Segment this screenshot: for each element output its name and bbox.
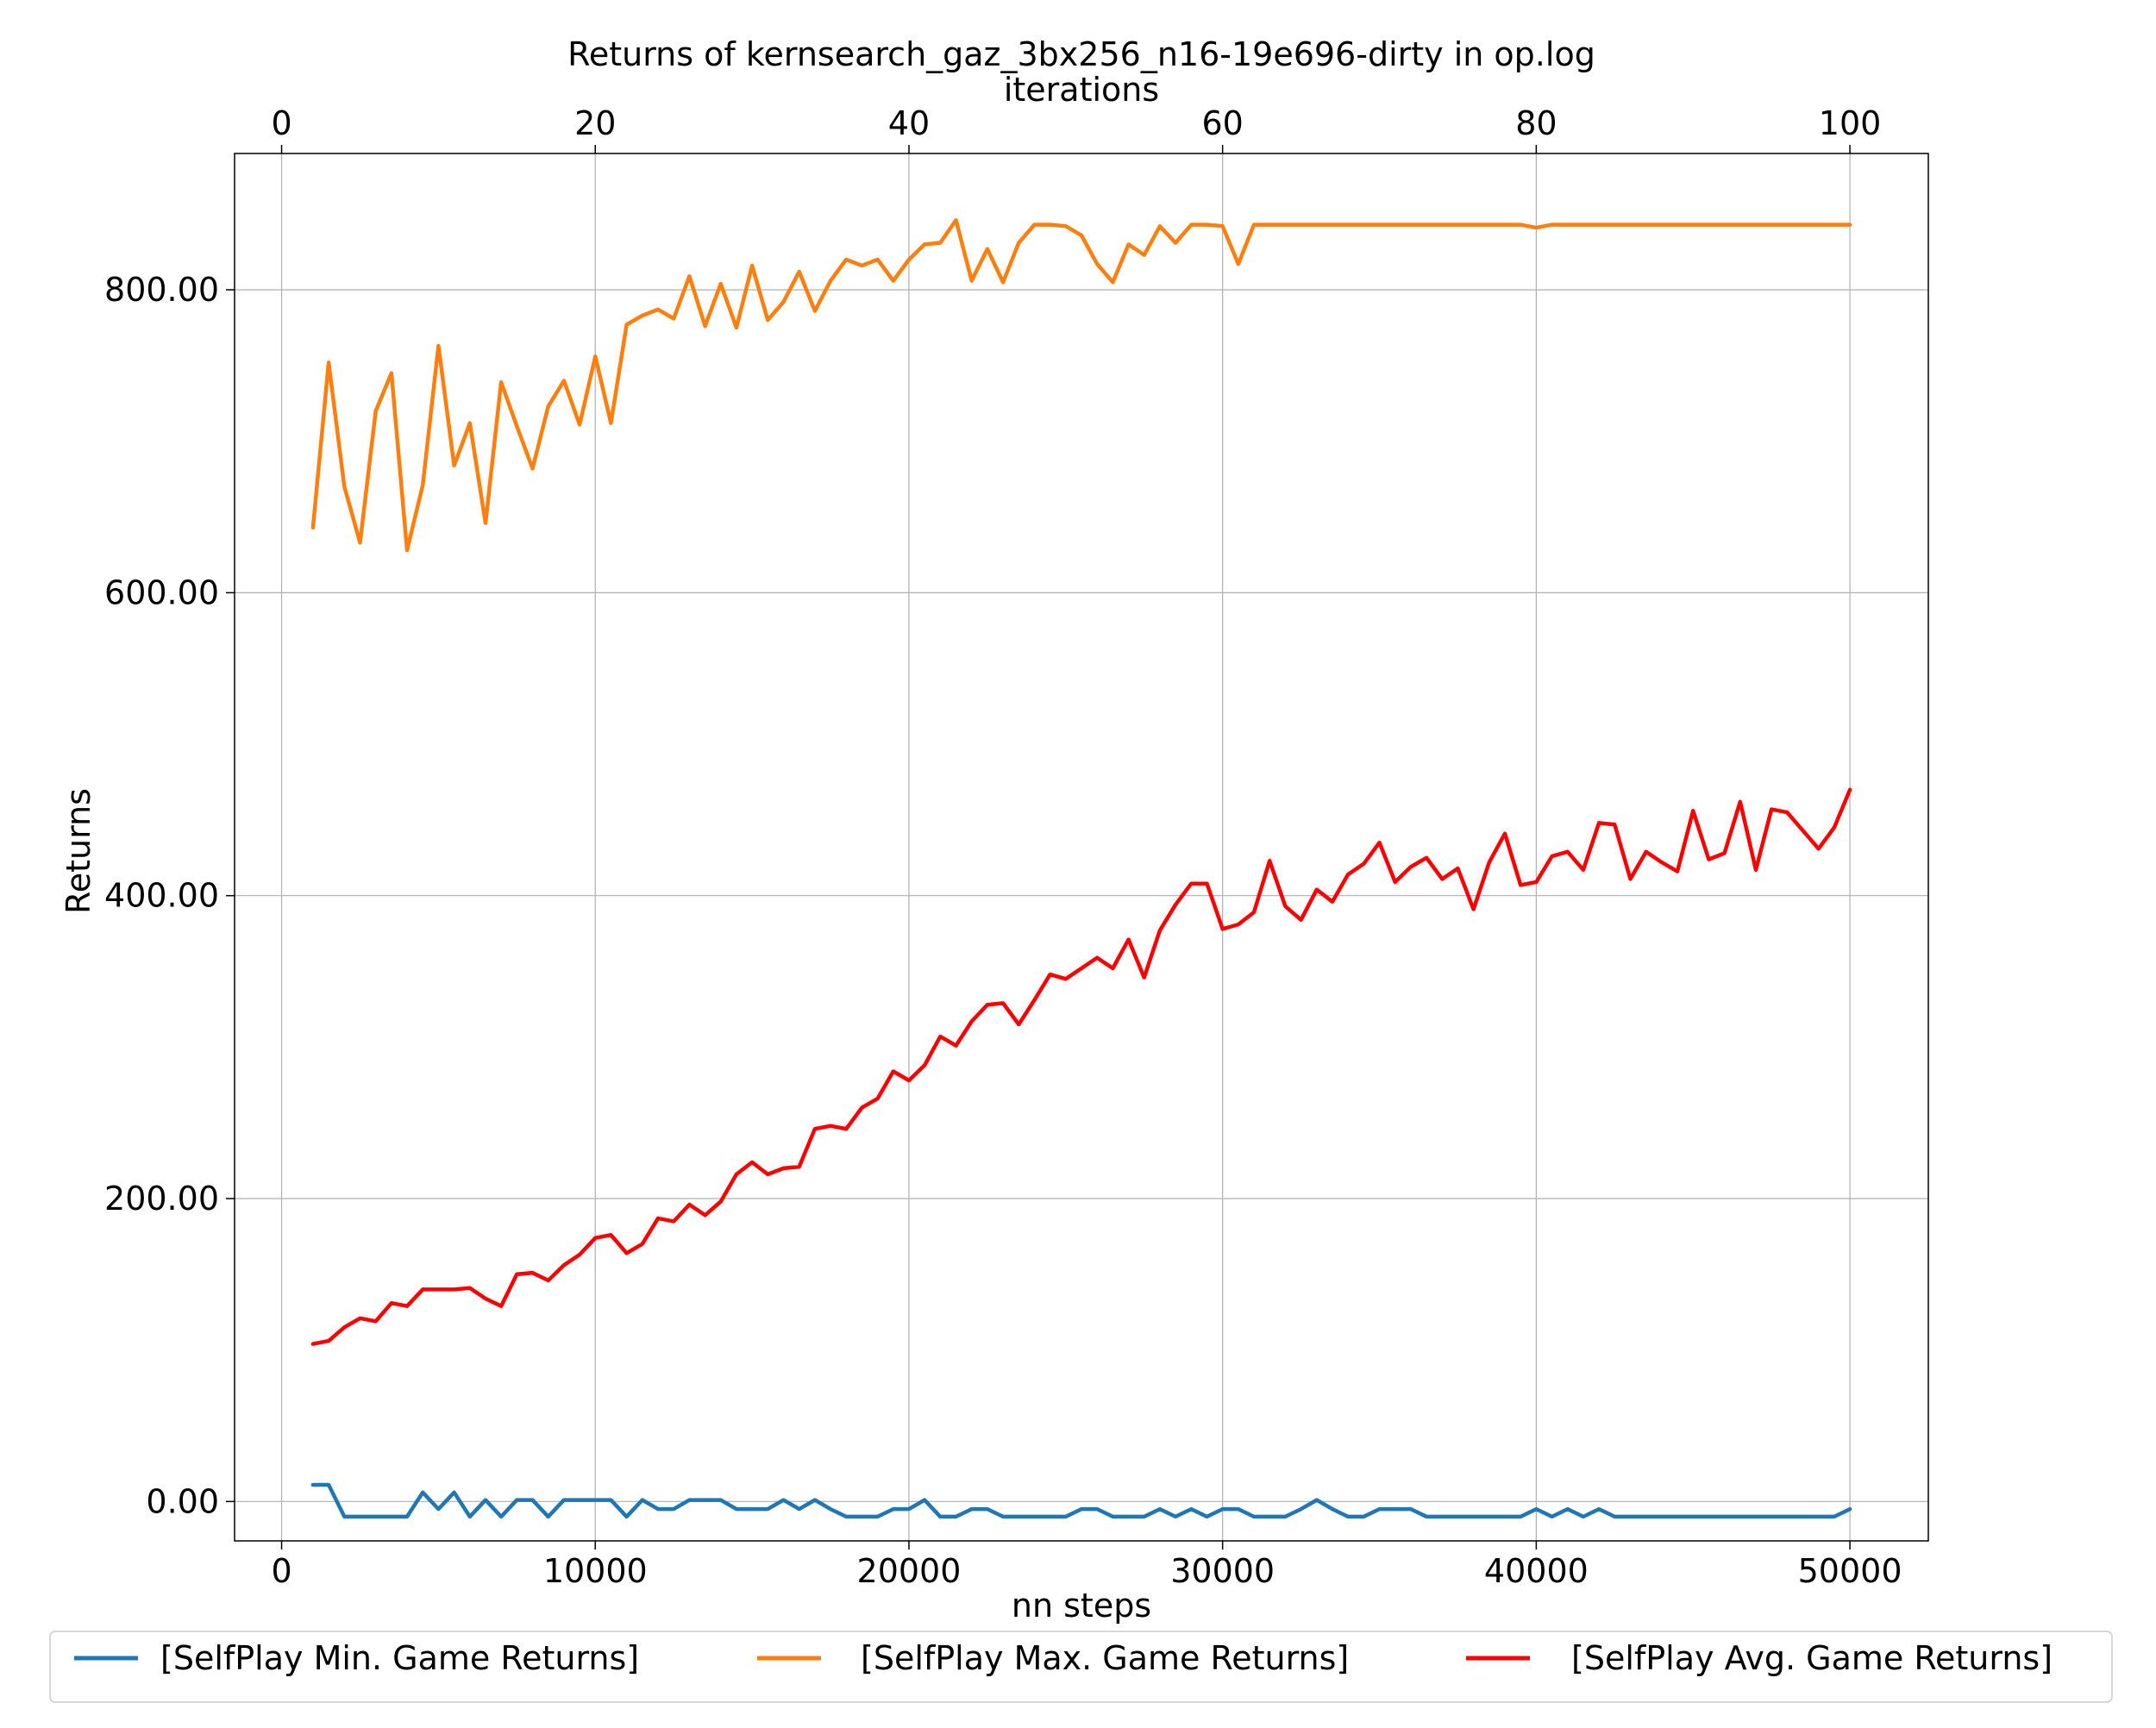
y-axis-label: Returns [60, 788, 97, 914]
legend: [SelfPlay Min. Game Returns] [SelfPlay M… [49, 1631, 2113, 1703]
axes: 0 10000 20000 30000 40000 50000 0 20 40 60 80 100 0.… [104, 104, 1902, 1590]
chart-title: Returns of kernsearch_gaz_3bx256_n16-19e… [567, 35, 1595, 73]
x-tick-label: 0 [271, 1552, 291, 1590]
top-axis-label: iterations [1004, 71, 1159, 109]
x-tick-label: 10000 [543, 1552, 648, 1590]
series-line-avg [310, 787, 1852, 1346]
top-tick-label: 80 [1515, 104, 1557, 142]
top-tick-label: 20 [574, 104, 616, 142]
y-tick-label: 800.00 [104, 271, 219, 309]
x-axis-label: nn steps [1012, 1587, 1151, 1625]
y-tick-label: 0.00 [146, 1482, 219, 1520]
top-tick-label: 100 [1819, 104, 1882, 142]
x-tick-label: 40000 [1484, 1552, 1589, 1590]
legend-label-min: [SelfPlay Min. Game Returns] [160, 1639, 639, 1677]
top-tick-label: 40 [888, 104, 930, 142]
x-tick-label: 20000 [857, 1552, 962, 1590]
y-tick-label: 200.00 [104, 1180, 219, 1218]
legend-label-avg: [SelfPlay Avg. Game Returns] [1571, 1639, 2053, 1677]
x-tick-label: 50000 [1798, 1552, 1902, 1590]
y-tick-label: 400.00 [104, 877, 219, 915]
legend-box [49, 1631, 2113, 1703]
y-tick-label: 600.00 [104, 573, 219, 611]
series-line-min [310, 1482, 1852, 1519]
series-line-max [310, 218, 1852, 553]
legend-label-max: [SelfPlay Max. Game Returns] [861, 1639, 1349, 1677]
x-tick-label: 30000 [1170, 1552, 1275, 1590]
plot-frame [234, 153, 1929, 1542]
series-layer [310, 218, 1852, 1519]
top-tick-label: 60 [1201, 104, 1243, 142]
top-tick-label: 0 [271, 104, 291, 142]
